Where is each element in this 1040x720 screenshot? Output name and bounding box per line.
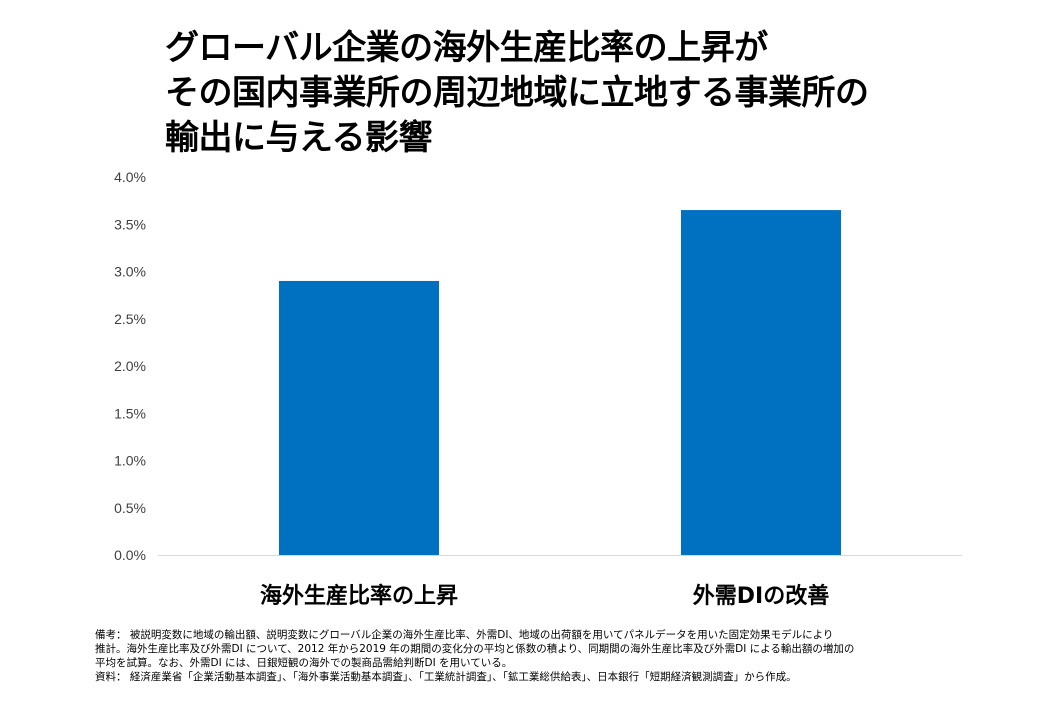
chart-title: グローバル企業の海外生産比率の上昇が その国内事業所の周辺地域に立地する事業所の… (165, 26, 1025, 161)
y-tick-label: 0.0% (114, 547, 146, 563)
bar (279, 280, 439, 555)
x-category-label: 海外生産比率の上昇 (260, 583, 458, 609)
y-tick-label: 4.0% (114, 169, 146, 185)
bar (681, 210, 841, 555)
y-tick-label: 1.5% (114, 405, 146, 421)
chart-title-line-2: その国内事業所の周辺地域に立地する事業所の (165, 73, 869, 113)
y-tick-label: 0.5% (114, 500, 146, 516)
y-tick-label: 3.0% (114, 264, 146, 280)
chart-title-line-3: 輸出に与える影響 (165, 118, 432, 158)
bars (279, 210, 841, 555)
y-tick-label: 2.5% (114, 311, 146, 327)
footnote-line-3: 平均を試算。なお、外需DI には、日銀短観の海外での製商品需給判断DI を用いて… (95, 657, 513, 669)
footnote-line-2: 推計。海外生産比率及び外需DI について、2012 年から2019 年の期間の変… (95, 643, 855, 655)
footnote-source: 資料： 経済産業省「企業活動基本調査」、「海外事業活動基本調査」、「工業統計調査… (95, 671, 797, 683)
y-tick-label: 2.0% (114, 358, 146, 374)
footnote-line-1: 備考： 被説明変数に地域の輸出額、説明変数にグローバル企業の海外生産比率、外需D… (95, 629, 834, 641)
footnotes: 備考： 被説明変数に地域の輸出額、説明変数にグローバル企業の海外生産比率、外需D… (95, 628, 1025, 684)
x-category-label: 外需DIの改善 (693, 583, 829, 609)
y-tick-label: 1.0% (114, 453, 146, 469)
x-axis: 海外生産比率の上昇 外需DIの改善 (260, 583, 829, 609)
y-tick-label: 3.5% (114, 216, 146, 232)
y-axis: 0.0% 0.5% 1.0% 1.5% 2.0% 2.5% 3.0% 3.5% 4.0% (114, 169, 146, 563)
chart-title-line-1: グローバル企業の海外生産比率の上昇が (165, 28, 768, 68)
